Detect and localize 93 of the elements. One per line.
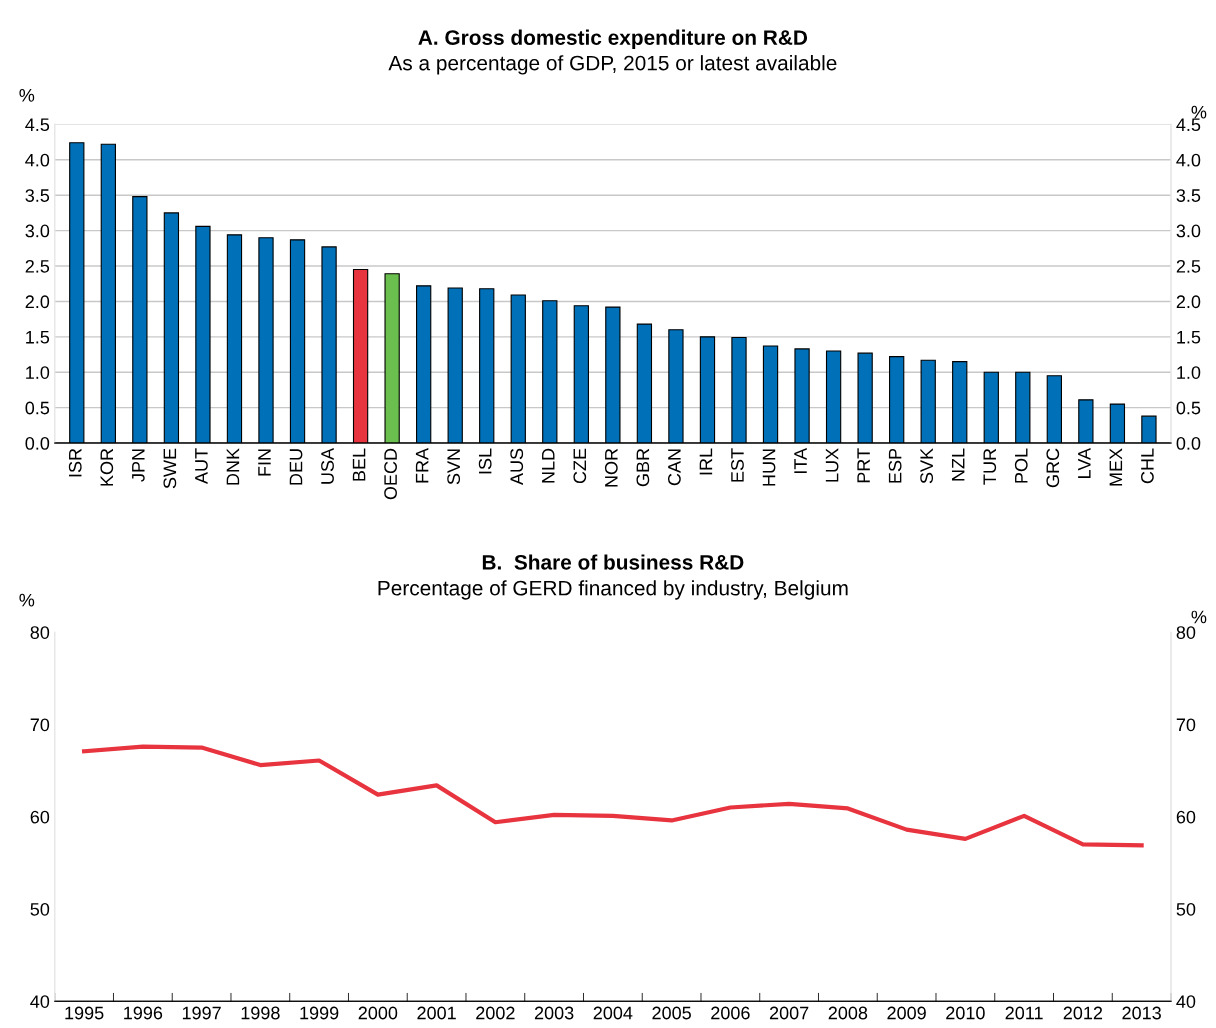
x-tick-label: 2005 — [652, 1006, 691, 1020]
chart-title: B. Share of business R&D — [482, 554, 744, 570]
x-tick-label: 1996 — [124, 1006, 163, 1020]
x-tick-label: 2009 — [887, 1006, 926, 1020]
y-axis-title: % — [19, 593, 35, 607]
y-tick-label: 60 — [30, 810, 50, 824]
x-tick-label: JPN — [132, 449, 145, 482]
x-tick-label: POL — [1014, 448, 1028, 483]
x-tick-label: 2010 — [946, 1006, 985, 1020]
chart-subtitle: As a percentage of GDP, 2015 or latest available — [388, 55, 837, 75]
x-tick-label: ISR — [68, 448, 82, 477]
y-tick-label: 1.5 — [26, 330, 50, 344]
y-tick-label: 3.5 — [25, 189, 50, 202]
x-tick-label: 2002 — [476, 1006, 515, 1020]
x-tick-label: 1997 — [182, 1006, 221, 1020]
x-tick-label: MEX — [1109, 448, 1123, 486]
x-tick-label: 1999 — [300, 1006, 339, 1020]
x-tick-label: NOR — [604, 448, 618, 487]
y-axis-title: % — [19, 88, 35, 102]
x-tick-label: 1998 — [241, 1006, 280, 1020]
y-tick-label: 1.0 — [26, 366, 50, 379]
x-tick-label: 2013 — [1122, 1006, 1161, 1020]
chart-subtitle: Percentage of GERD financed by industry, Belgium — [378, 580, 848, 600]
y-tick-label: 3.0 — [25, 224, 50, 238]
y2-tick-label: 60 — [1176, 810, 1196, 824]
x-tick-label: 2001 — [417, 1006, 456, 1020]
x-tick-label: SVN — [447, 449, 461, 485]
y-tick-label: 80 — [30, 626, 50, 639]
y-tick-label: 70 — [30, 718, 50, 732]
y2-tick-label: 1.5 — [1177, 330, 1201, 344]
x-tick-label: LVA — [1078, 447, 1091, 478]
x-tick-label: FIN — [258, 449, 271, 476]
x-tick-label: 2008 — [828, 1006, 868, 1020]
y2-tick-label: 3.5 — [1176, 189, 1201, 202]
x-tick-label: HUN — [762, 449, 776, 486]
x-tick-label: AUT — [195, 448, 208, 484]
y2-tick-label: 50 — [1176, 902, 1196, 916]
x-tick-label: CHL — [1141, 448, 1154, 484]
x-tick-label: ISL — [478, 448, 492, 474]
y2-tick-label: 2.5 — [1176, 259, 1201, 273]
chart-title: A. Gross domestic expenditure on R&D — [418, 29, 808, 50]
x-tick-label: IRL — [699, 448, 713, 475]
x-tick-label: DNK — [226, 448, 240, 485]
y2-tick-label: 70 — [1176, 718, 1196, 732]
x-tick-label: CZE — [573, 448, 587, 484]
x-tick-label: ESP — [888, 448, 902, 483]
y2-tick-label: 2.0 — [1176, 295, 1201, 309]
x-tick-label: DEU — [289, 449, 303, 485]
y2-tick-label: 40 — [1176, 995, 1196, 1008]
x-tick-label: 2007 — [769, 1006, 809, 1020]
y2-tick-label: 0.0 — [1176, 437, 1201, 450]
y2-tick-label: 4.5 — [1176, 118, 1201, 132]
y2-axis-title: % — [1191, 105, 1207, 119]
x-tick-label: 1995 — [65, 1006, 104, 1020]
x-tick-label: NZL — [951, 448, 965, 481]
x-tick-label: 2012 — [1063, 1006, 1103, 1020]
y-tick-label: 50 — [30, 902, 50, 916]
x-tick-label: TUR — [983, 448, 997, 485]
x-tick-label: KOR — [100, 448, 114, 486]
y2-tick-label: 0.5 — [1176, 401, 1201, 415]
y-tick-label: 4.5 — [25, 118, 50, 132]
x-tick-label: EST — [731, 448, 744, 482]
x-tick-label: 2003 — [534, 1006, 574, 1020]
x-tick-label: USA — [321, 447, 334, 484]
x-tick-label: PRT — [857, 448, 870, 483]
x-tick-label: 2006 — [711, 1006, 750, 1020]
x-tick-label: ITA — [794, 447, 807, 474]
y2-tick-label: 4.0 — [1176, 153, 1201, 167]
y-tick-label: 2.0 — [25, 295, 50, 309]
y-tick-label: 4.0 — [25, 153, 50, 167]
y-tick-label: 40 — [30, 995, 50, 1008]
x-tick-label: GRC — [1046, 448, 1060, 488]
x-tick-label: 2004 — [593, 1006, 633, 1020]
x-tick-label: BEL — [352, 448, 366, 481]
x-tick-label: FRA — [415, 447, 429, 483]
y-tick-label: 0.0 — [25, 437, 50, 450]
x-tick-label: OECD — [384, 448, 397, 500]
x-tick-label: GBR — [636, 448, 650, 487]
x-tick-label: SWE — [163, 448, 177, 489]
line-series — [82, 744, 1144, 848]
y-tick-label: 2.5 — [25, 259, 50, 273]
x-tick-label: CAN — [667, 449, 681, 486]
y2-tick-label: 80 — [1176, 626, 1196, 639]
y2-tick-label: 3.0 — [1176, 224, 1201, 238]
y2-tick-label: 1.0 — [1177, 366, 1201, 379]
x-tick-label: 2000 — [358, 1006, 398, 1020]
y2-axis-title: % — [1191, 610, 1207, 624]
x-tick-label: LUX — [825, 448, 839, 482]
x-tick-label: SVK — [920, 448, 934, 484]
x-tick-label: 2011 — [1005, 1006, 1043, 1020]
x-tick-label: NLD — [542, 448, 555, 483]
x-tick-label: AUS — [510, 448, 524, 486]
y-tick-label: 0.5 — [25, 401, 50, 415]
